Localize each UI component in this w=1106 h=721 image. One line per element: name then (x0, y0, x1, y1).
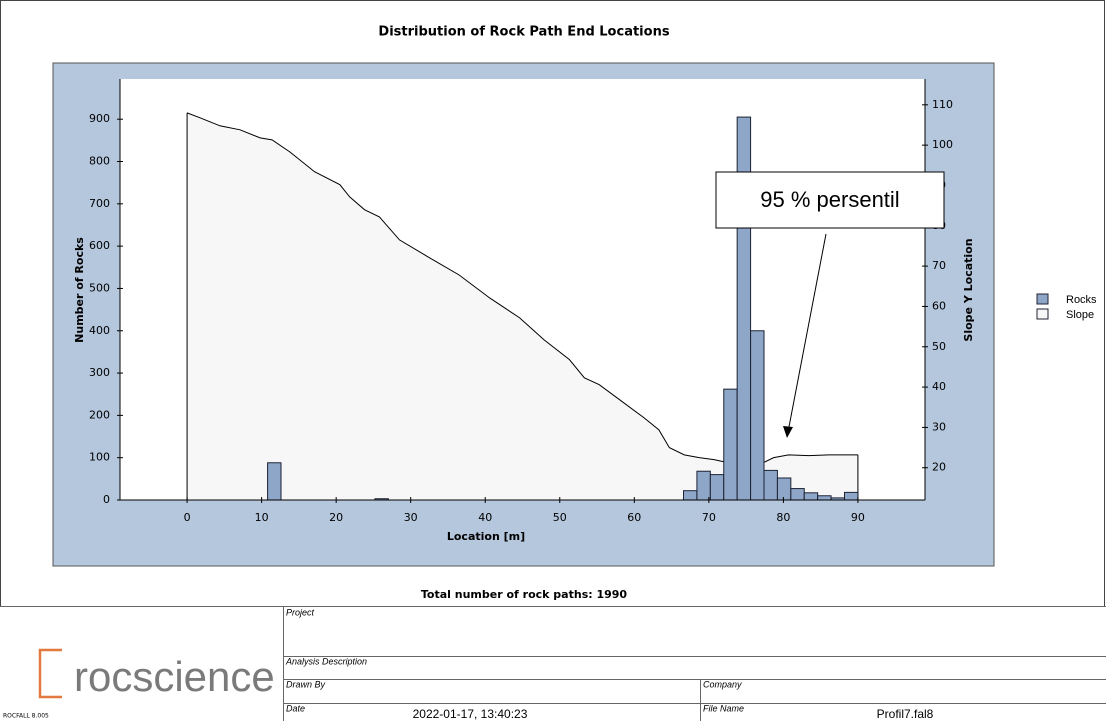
x-tick-label: 10 (255, 511, 269, 524)
y2-tick-label: 70 (932, 259, 946, 272)
y2-axis-label: Slope Y Location (962, 238, 975, 341)
y-tick-label: 100 (89, 451, 110, 464)
field-label: Drawn By (286, 679, 326, 689)
x-axis-label: Location [m] (447, 530, 525, 543)
legend-swatch (1036, 308, 1049, 320)
y-tick-label: 200 (89, 408, 110, 421)
logo-text: rocscience (74, 653, 275, 700)
y-tick-label: 500 (89, 281, 110, 294)
x-tick-label: 90 (851, 511, 865, 524)
logo-mark (38, 648, 62, 699)
bar (776, 477, 792, 501)
y-tick-label: 0 (103, 493, 110, 506)
bar (790, 488, 805, 501)
y-tick-label: 800 (89, 155, 110, 168)
field-value: Profil7.fal8 (877, 707, 934, 721)
bar (750, 330, 765, 501)
y2-tick-label: 60 (932, 299, 946, 312)
bar (683, 490, 698, 501)
bar (817, 495, 832, 501)
y-tick-label: 700 (89, 197, 110, 210)
x-tick-label: 80 (776, 511, 790, 524)
x-tick-label: 70 (702, 511, 716, 524)
bar (844, 491, 859, 501)
bar (763, 469, 778, 501)
arrow-head (783, 426, 793, 438)
bar (696, 470, 711, 501)
field-label: Date (286, 703, 305, 713)
version: ROCFALL 8.005 (3, 713, 49, 720)
chart-title: Distribution of Rock Path End Locations (378, 25, 669, 40)
field-label: Company (703, 679, 742, 689)
y2-tick-label: 40 (932, 380, 946, 393)
annotation-arrow (787, 233, 827, 433)
legend-label: Rocks (1066, 294, 1097, 306)
x-tick-label: 30 (404, 511, 418, 524)
bar (267, 462, 282, 501)
y-tick-label: 300 (89, 366, 110, 379)
bar (723, 388, 738, 501)
y2-tick-label: 100 (932, 138, 953, 151)
field-label: Analysis Description (285, 656, 367, 666)
y2-tick-label: 30 (932, 420, 946, 433)
y-tick-label: 600 (89, 239, 110, 252)
x-tick-label: 0 (184, 511, 191, 524)
legend-label: Slope (1066, 309, 1094, 321)
y2-tick-label: 50 (932, 340, 946, 353)
footer (0, 606, 1106, 721)
annotation-box (715, 171, 945, 229)
y-axis-label: Number of Rocks (73, 237, 86, 343)
y2-tick-label: 110 (932, 98, 953, 111)
field-label: Project (286, 607, 315, 617)
x-tick-label: 40 (478, 511, 492, 524)
y-tick-label: 400 (89, 324, 110, 337)
legend-swatch (1036, 293, 1049, 305)
x-tick-label: 20 (329, 511, 343, 524)
field-value: 2022-01-17, 13:40:23 (413, 707, 528, 721)
annotation-text: 95 % persentil (760, 187, 899, 212)
field-label: File Name (703, 703, 744, 713)
summary-note: Total number of rock paths: 1990 (421, 588, 628, 601)
y-tick-label: 900 (89, 112, 110, 125)
bar (803, 492, 819, 501)
y2-tick-label: 20 (932, 461, 946, 474)
annotation: 95 % persentil (715, 171, 945, 438)
slope-area (187, 112, 858, 500)
x-tick-label: 60 (627, 511, 641, 524)
x-tick-label: 50 (553, 511, 567, 524)
legend: Rocks Slope (1036, 293, 1097, 321)
bar (709, 474, 725, 501)
